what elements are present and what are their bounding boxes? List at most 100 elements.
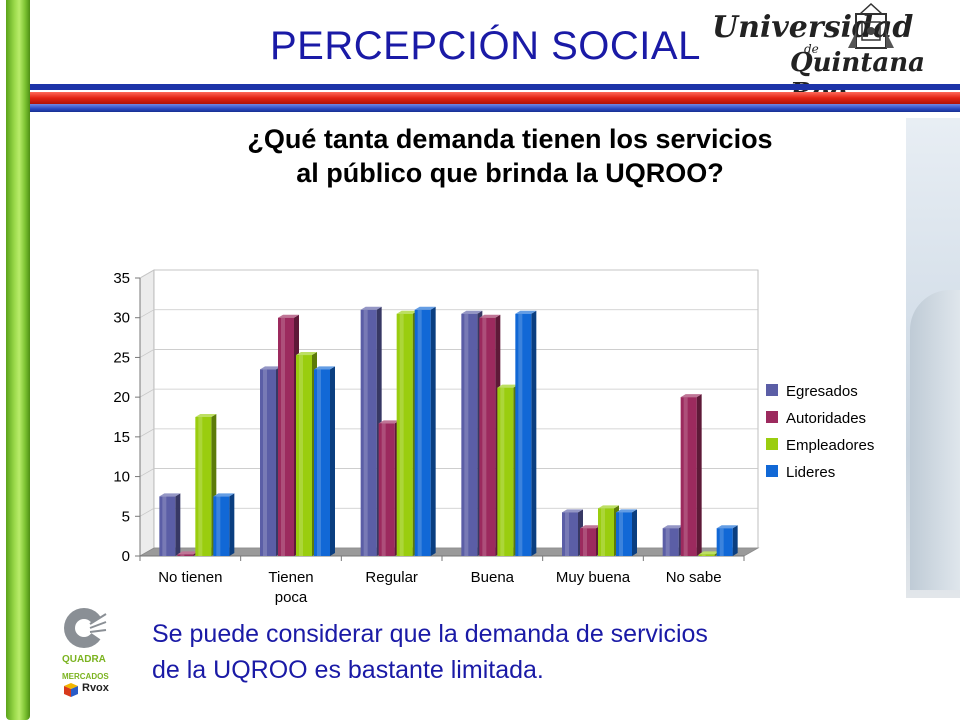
bar-top <box>698 551 720 555</box>
legend-label: Egresados <box>786 383 858 400</box>
bar <box>278 317 294 556</box>
bar <box>616 512 632 556</box>
y-tick-label: 35 <box>113 270 130 287</box>
quadra-logo-line1: QUADRA <box>62 654 106 665</box>
bar-chart: 0 5 10 15 20 25 30 35 No tienen Tienen poca Regular… <box>113 269 874 606</box>
bar-highlight <box>198 417 203 556</box>
bar <box>680 397 697 556</box>
chart-title-line2: al público que brinda la UQROO? <box>296 158 724 188</box>
x-category-label: No sabe <box>666 569 722 586</box>
bar-side <box>330 366 335 556</box>
bar-highlight <box>299 355 303 556</box>
bar-highlight <box>701 554 706 556</box>
x-category-label: Muy buena <box>556 569 631 586</box>
bar-highlight <box>464 313 469 556</box>
bar-highlight <box>216 496 221 556</box>
bar-top <box>195 414 217 417</box>
university-logo-line2: de <box>804 42 819 56</box>
bar <box>698 554 715 556</box>
conclusion-text: Se puede considerar que la demanda de se… <box>152 616 892 688</box>
bar-highlight <box>162 496 167 556</box>
bar <box>159 496 176 556</box>
gridline <box>139 388 758 398</box>
bar <box>562 512 578 556</box>
bar-top <box>213 493 235 497</box>
quadra-mercados-logo: QUADRA MERCADOS Rvox <box>60 606 120 702</box>
bar-highlight <box>665 528 670 556</box>
x-category-label: Buena <box>471 569 515 586</box>
bar-highlight <box>601 508 605 556</box>
bar-top <box>396 310 418 314</box>
bar-highlight <box>381 423 386 556</box>
bar <box>580 528 596 556</box>
slide-title: PERCEPCIÓN SOCIAL <box>270 24 701 68</box>
bar <box>360 309 377 556</box>
bar-top <box>497 384 519 388</box>
gridline <box>139 269 758 279</box>
conclusion-line1: Se puede considerar que la demanda de se… <box>152 620 708 648</box>
bar-top <box>360 306 382 310</box>
bar-highlight <box>281 317 285 556</box>
gridline <box>139 507 758 517</box>
rvox-logo: Rvox <box>62 682 118 698</box>
x-category-label: Tienen <box>268 569 313 586</box>
left-accent-bar <box>6 0 30 720</box>
bar-top <box>378 420 400 424</box>
bar <box>177 554 194 556</box>
gridline <box>139 428 758 438</box>
bar-highlight <box>363 309 368 556</box>
bar <box>662 528 679 556</box>
bar-top <box>159 493 181 497</box>
bar-top <box>716 525 738 529</box>
bar <box>515 313 532 556</box>
bar-highlight <box>619 512 623 556</box>
bar-highlight <box>317 369 321 556</box>
bar-highlight <box>583 528 587 556</box>
y-tick-label: 15 <box>113 429 130 446</box>
bar-side <box>696 394 702 556</box>
bar-side <box>430 306 436 556</box>
university-logo: Universidad de Quintana Roo <box>712 2 948 108</box>
bar-top <box>515 310 537 314</box>
bar-top <box>680 394 702 398</box>
bar-top <box>278 314 299 318</box>
bar-top <box>314 366 335 370</box>
gridline <box>139 349 758 358</box>
bar <box>213 496 230 556</box>
bar <box>497 387 514 556</box>
bar-highlight <box>565 512 569 556</box>
y-tick-label: 0 <box>122 548 130 565</box>
y-tick-label: 10 <box>113 469 130 486</box>
x-category-label: poca <box>275 589 308 606</box>
quadra-logo-line2: MERCADOS <box>62 672 109 681</box>
bar <box>195 417 212 556</box>
bar-highlight <box>719 528 724 556</box>
bar-highlight <box>417 309 422 556</box>
header-stripe-blue <box>30 84 960 90</box>
bar-top <box>662 525 684 529</box>
bar-highlight <box>683 397 688 556</box>
gridline <box>139 468 758 477</box>
bar <box>378 423 395 556</box>
header-stripe-blue-lower <box>30 104 960 112</box>
legend-label: Empleadores <box>786 437 874 454</box>
chart-title: ¿Qué tanta demanda tienen los servicios … <box>150 122 870 190</box>
rvox-label: Rvox <box>82 682 109 694</box>
bar-top <box>414 306 436 310</box>
x-category-label: Regular <box>365 569 418 586</box>
bar-side <box>229 493 235 556</box>
legend-swatch <box>766 438 778 450</box>
bar-top <box>479 314 501 318</box>
bar-highlight <box>180 554 185 556</box>
gridline <box>139 309 758 319</box>
bar <box>461 313 478 556</box>
y-tick-label: 20 <box>113 389 130 406</box>
chart-side-wall <box>139 269 155 557</box>
bar-top <box>461 310 483 314</box>
legend-label: Autoridades <box>786 410 866 427</box>
chart-title-line1: ¿Qué tanta demanda tienen los servicios <box>247 124 773 154</box>
bar <box>414 309 431 556</box>
bar-side <box>732 525 738 556</box>
bar-highlight <box>399 313 404 556</box>
background-building-dome <box>910 290 960 590</box>
